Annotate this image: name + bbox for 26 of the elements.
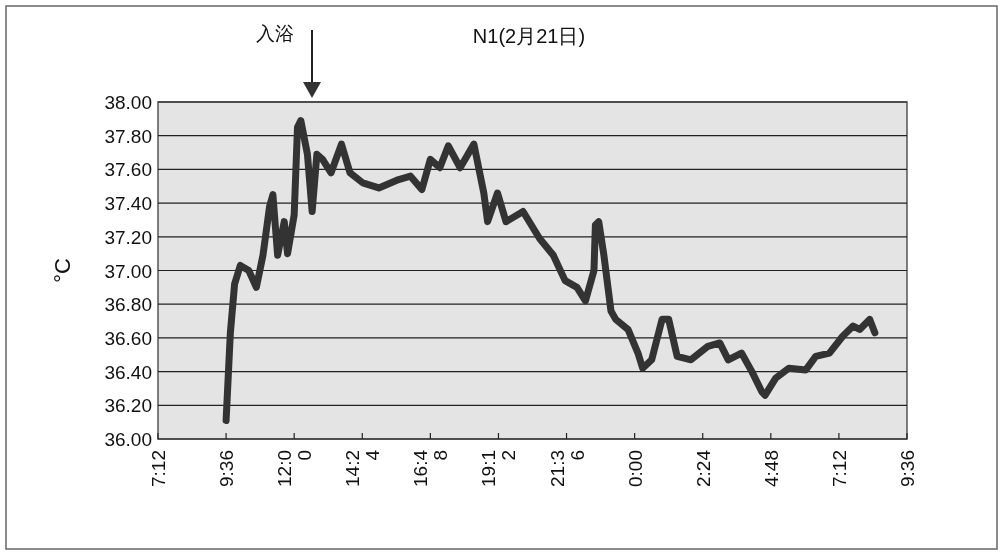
- x-tick-label: 21:36: [546, 450, 588, 487]
- x-tick-label: 4:48: [760, 450, 782, 487]
- y-tick-label: 36.80: [104, 294, 152, 316]
- x-tick-label: 14:24: [342, 449, 384, 487]
- y-tick-label: 36.00: [104, 429, 152, 450]
- y-tick-label: 37.60: [104, 159, 152, 181]
- x-tick-label: 19:12: [478, 450, 520, 487]
- y-tick-label: 37.00: [104, 260, 152, 282]
- y-axis-title: °C: [50, 258, 75, 283]
- x-tick-label: 9:36: [897, 450, 918, 487]
- x-tick-label: 16:48: [410, 449, 452, 487]
- y-tick-label: 38.00: [104, 92, 152, 113]
- x-tick-label: 12:00: [274, 450, 316, 487]
- y-tick-label: 37.20: [104, 226, 152, 248]
- y-tick-label: 36.60: [104, 327, 152, 349]
- y-tick-label: 36.20: [104, 395, 152, 417]
- x-tick-label: 0:00: [624, 450, 646, 487]
- chart-title: N1(2月21日): [472, 25, 586, 47]
- x-tick-label: 7:12: [148, 450, 169, 487]
- x-tick-label: 9:36: [216, 450, 238, 487]
- text: 入浴: [256, 23, 294, 44]
- x-tick-label: 2:24: [692, 449, 714, 487]
- y-tick-label: 36.40: [104, 361, 152, 383]
- y-tick-label: 37.40: [104, 193, 152, 215]
- x-tick-label: 7:12: [828, 450, 850, 487]
- y-tick-label: 37.80: [104, 125, 152, 147]
